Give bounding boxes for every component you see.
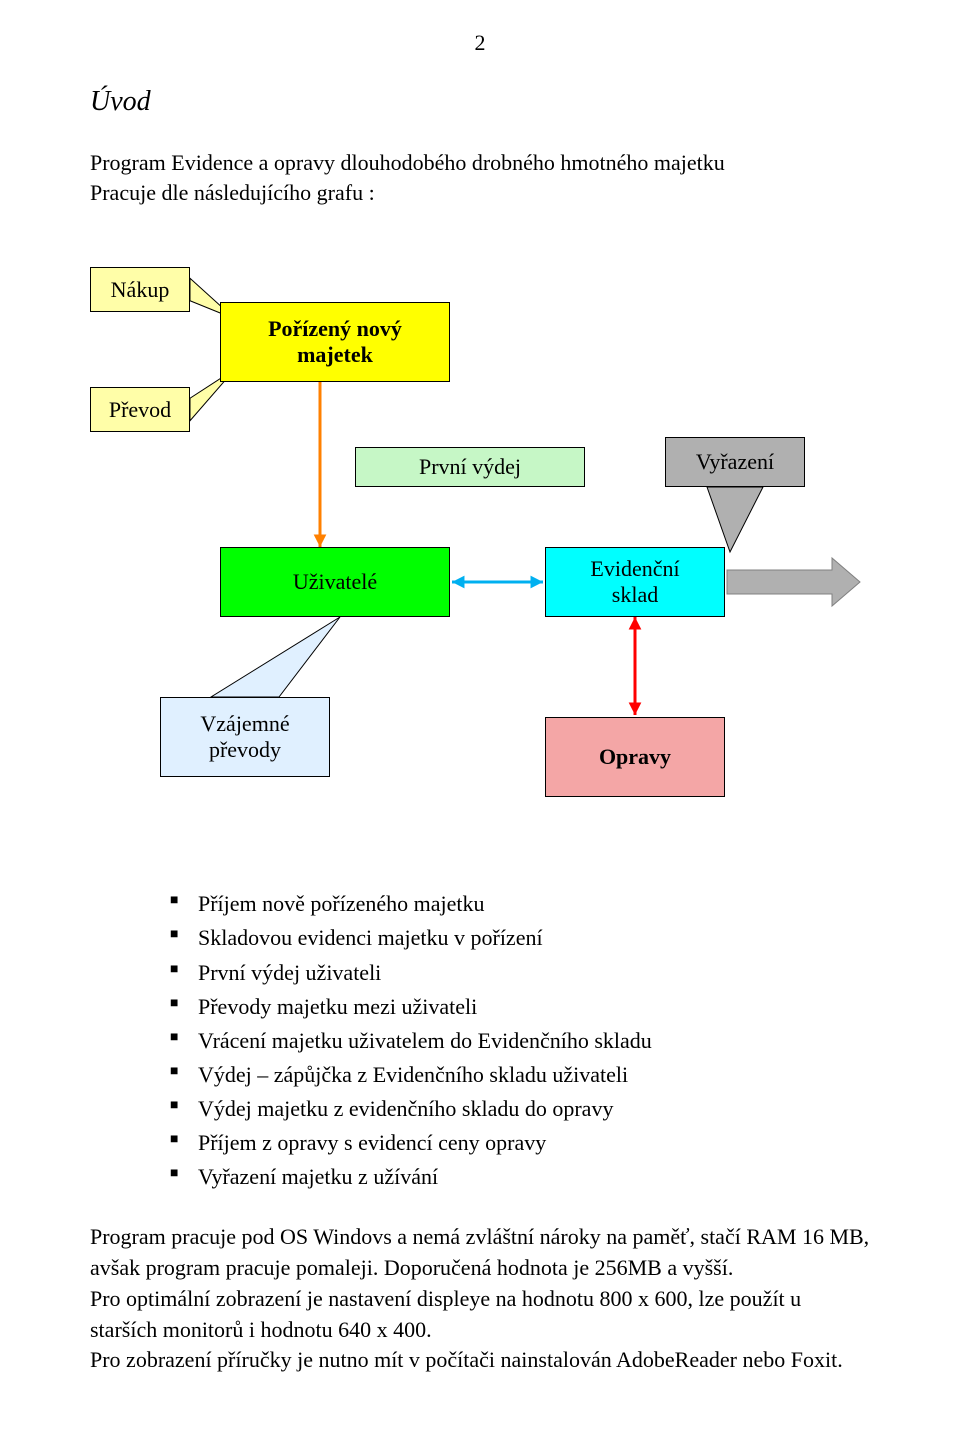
- heading-uvod: Úvod: [90, 86, 870, 118]
- page-number: 2: [90, 30, 870, 56]
- node-prevod: Převod: [90, 387, 190, 432]
- bullet-item: Výdej majetku z evidenčního skladu do op…: [170, 1092, 870, 1126]
- intro-text: Program Evidence a opravy dlouhodobého d…: [90, 148, 870, 207]
- bullet-item: Převody majetku mezi uživateli: [170, 990, 870, 1024]
- bullet-item: Výdej – zápůjčka z Evidenčního skladu už…: [170, 1058, 870, 1092]
- node-vyrazeni: Vyřazení: [665, 437, 805, 487]
- node-evid: Evidenčnísklad: [545, 547, 725, 617]
- intro-line2: Pracuje dle následujícího grafu :: [90, 180, 375, 205]
- body-paragraphs: Program pracuje pod OS Windovs a nemá zv…: [90, 1222, 870, 1376]
- node-nakup: Nákup: [90, 267, 190, 312]
- para1: Program pracuje pod OS Windovs a nemá zv…: [90, 1224, 869, 1280]
- para2: Pro optimální zobrazení je nastavení dis…: [90, 1286, 801, 1342]
- feature-bullet-list: Příjem nově pořízeného majetkuSkladovou …: [90, 887, 870, 1194]
- intro-line1: Program Evidence a opravy dlouhodobého d…: [90, 150, 725, 175]
- bullet-item: První výdej uživateli: [170, 956, 870, 990]
- bullet-item: Příjem z opravy s evidencí ceny opravy: [170, 1126, 870, 1160]
- bullet-item: Vyřazení majetku z užívání: [170, 1160, 870, 1194]
- para3: Pro zobrazení příručky je nutno mít v po…: [90, 1347, 843, 1372]
- node-porizeny: Pořízený novýmajetek: [220, 302, 450, 382]
- node-vzajemne: Vzájemnépřevody: [160, 697, 330, 777]
- node-opravy: Opravy: [545, 717, 725, 797]
- flow-diagram: Nákup Převod Pořízený novýmajetek První výd…: [90, 247, 870, 867]
- bullet-item: Příjem nově pořízeného majetku: [170, 887, 870, 921]
- bullet-item: Skladovou evidenci majetku v pořízení: [170, 921, 870, 955]
- node-uzivatele: Uživatelé: [220, 547, 450, 617]
- bullet-item: Vrácení majetku uživatelem do Evidenčníh…: [170, 1024, 870, 1058]
- page: 2 Úvod Program Evidence a opravy dlouhod…: [0, 0, 960, 1436]
- node-prvni: První výdej: [355, 447, 585, 487]
